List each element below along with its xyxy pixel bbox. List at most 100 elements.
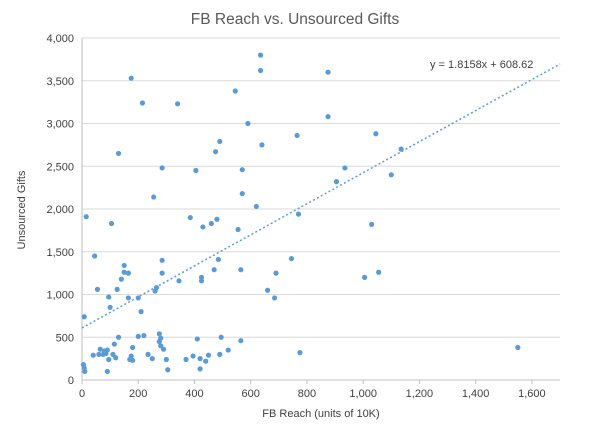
data-point [225, 347, 231, 353]
x-tick-label: 1,400 [462, 388, 490, 400]
data-point [97, 346, 103, 352]
data-point [194, 336, 200, 342]
data-point [163, 356, 169, 363]
data-point [81, 314, 87, 320]
data-point [273, 270, 279, 276]
data-point [515, 344, 521, 351]
y-tick-label: 1,000 [46, 290, 74, 302]
data-point [217, 138, 223, 145]
data-point [121, 269, 127, 275]
data-point [96, 351, 102, 357]
data-point [232, 88, 238, 94]
y-tick-label: 2,000 [46, 204, 74, 216]
data-point [257, 67, 264, 74]
data-point [128, 75, 134, 81]
data-point [203, 358, 209, 364]
y-tick-label: 3,500 [46, 76, 74, 88]
data-point [325, 69, 331, 75]
data-point [211, 267, 217, 273]
data-point [83, 214, 89, 220]
data-point [104, 347, 110, 353]
data-point [115, 150, 122, 157]
x-axis-title: FB Reach (units of 10K) [262, 408, 379, 420]
data-point [82, 368, 88, 375]
data-point [398, 146, 404, 152]
data-point [239, 167, 245, 173]
data-point [153, 285, 160, 291]
data-point [121, 262, 127, 269]
data-point [175, 101, 181, 107]
data-point [259, 142, 265, 148]
x-tick-label: 400 [185, 388, 203, 400]
y-tick-label: 1,500 [46, 247, 74, 259]
data-point [111, 341, 117, 347]
data-point [215, 256, 221, 263]
data-point [158, 343, 164, 349]
data-point [190, 353, 196, 359]
data-point [253, 203, 259, 210]
x-tick-label: 1,600 [518, 388, 546, 400]
data-point [197, 356, 203, 362]
y-tick-label: 0 [68, 375, 74, 387]
data-point [297, 350, 303, 356]
data-point [156, 331, 162, 337]
data-point [376, 269, 382, 275]
data-point [187, 214, 193, 221]
data-point [235, 226, 241, 233]
data-point [138, 309, 144, 315]
data-point [333, 179, 340, 185]
data-point [92, 253, 98, 259]
data-point [135, 295, 141, 301]
y-axis-title: Unsourced Gifts [16, 170, 28, 249]
data-point [118, 276, 124, 282]
y-tick-label: 500 [56, 332, 74, 344]
x-tick-label: 600 [242, 388, 260, 400]
data-point [113, 355, 119, 361]
y-tick-label: 2,500 [46, 161, 74, 173]
data-point [106, 356, 112, 363]
data-point [197, 366, 203, 372]
data-point [141, 332, 147, 339]
data-point [218, 334, 224, 340]
data-point [239, 191, 245, 197]
data-point [183, 356, 189, 363]
data-point [130, 357, 136, 363]
data-point [245, 120, 251, 127]
data-point [264, 287, 271, 293]
data-point [193, 167, 199, 174]
data-point [106, 294, 112, 300]
data-point [257, 52, 264, 58]
data-point [369, 221, 375, 227]
data-point [373, 131, 379, 137]
data-point [151, 194, 157, 200]
data-point [200, 224, 206, 230]
data-point [104, 368, 110, 375]
data-point [125, 295, 131, 301]
y-tick-label: 4,000 [46, 33, 74, 45]
data-point [159, 165, 165, 171]
data-point [214, 216, 220, 222]
data-point [198, 278, 205, 284]
y-tick-label: 3,000 [46, 119, 74, 131]
x-tick-label: 800 [298, 388, 316, 400]
data-point [288, 255, 295, 262]
linear-trendline [81, 63, 561, 329]
data-point [125, 270, 131, 276]
data-point [238, 338, 244, 344]
data-point [145, 351, 151, 357]
data-point [342, 165, 348, 171]
data-point [212, 149, 219, 155]
x-tick-label: 0 [79, 388, 85, 400]
data-point [272, 295, 278, 301]
data-point [158, 335, 164, 341]
data-point [325, 114, 331, 120]
x-tick-label: 1,200 [406, 388, 434, 400]
data-point [165, 367, 171, 373]
data-point [388, 172, 394, 178]
x-tick-label: 1,000 [349, 388, 377, 400]
trendline-group [81, 63, 561, 329]
data-points [80, 52, 521, 375]
data-point [108, 220, 115, 227]
